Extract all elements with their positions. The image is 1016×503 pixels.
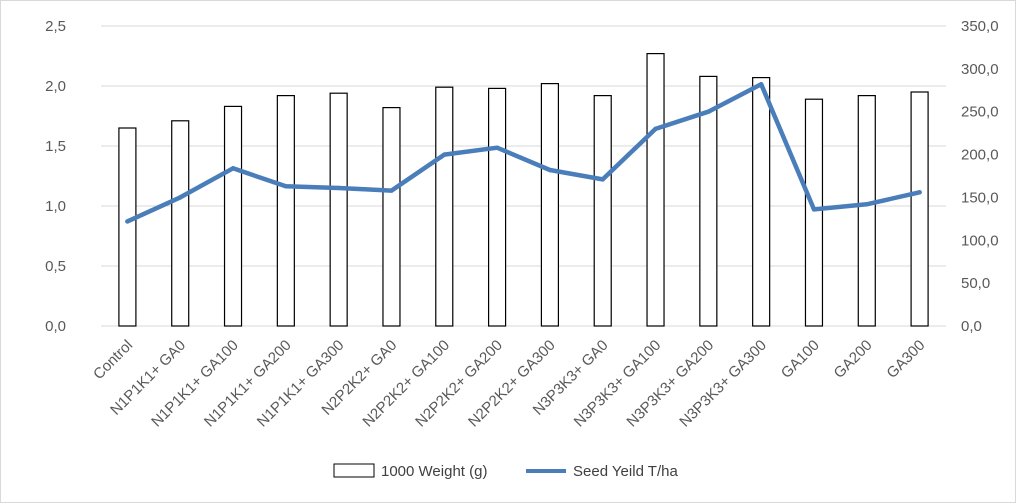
line-point [653,126,658,132]
legend: 1000 Weight (g) Seed Yeild T/ha [333,463,678,480]
bar [540,82,560,327]
yield-line [125,82,922,224]
x-tick-label: GA100 [778,337,823,382]
y-right-tick-label: 50,0 [961,275,990,292]
line-point [442,152,447,157]
y-left-tick-label: 1,5 [45,138,66,155]
y-right-tick-label: 250,0 [961,104,999,121]
bar [699,75,718,327]
bar [646,52,665,327]
bar [276,94,295,327]
y-axis-right: 0,0 50,0 100,0 150,0 200,0 250,0 300,0 350,0 [961,18,999,335]
y-right-tick-label: 150,0 [961,189,999,206]
line-point [494,145,500,150]
y-left-tick-label: 2,0 [45,78,66,95]
legend-label-yield: Seed Yeild T/ha [573,463,678,480]
line-point [706,109,711,114]
legend-swatch-bar [333,463,375,478]
line-point [230,166,236,171]
y-right-tick-label: 200,0 [961,147,999,164]
bar [804,98,824,327]
y-left-tick-label: 0,5 [45,258,66,275]
bar [118,127,137,327]
line-point [283,184,289,189]
line-point [758,82,764,87]
bar-series [118,52,929,327]
bar [171,120,190,327]
bar [593,94,612,327]
line-point [917,190,922,195]
line-point [336,185,341,191]
line-point [178,195,183,200]
y-axis-left: 0,0 0,5 1,0 1,5 2,0 2,5 [45,18,66,335]
line-point [864,202,869,207]
line-point [811,207,817,212]
y-right-tick-label: 350,0 [961,18,999,35]
line-point [600,177,605,182]
x-tick-label: GA200 [831,337,876,382]
legend-label-weight: 1000 Weight (g) [381,463,487,480]
y-right-tick-label: 100,0 [961,232,999,249]
bar [910,91,929,327]
y-right-tick-label: 300,0 [961,61,999,78]
y-right-tick-label: 0,0 [961,318,982,335]
y-left-tick-label: 0,0 [45,318,66,335]
line-point [389,188,394,193]
bar [487,87,507,327]
x-tick-label: GA300 [883,337,928,382]
bar [382,106,401,327]
line-point [125,219,130,224]
bar [857,94,876,327]
y-left-tick-label: 2,5 [45,18,66,35]
x-tick-label: Control [90,337,136,383]
bar [435,86,454,327]
line-series [125,82,922,224]
bar [329,92,348,327]
y-left-tick-label: 1,0 [45,198,66,215]
line-point [547,167,553,173]
bar [752,76,771,327]
bar [223,105,243,327]
